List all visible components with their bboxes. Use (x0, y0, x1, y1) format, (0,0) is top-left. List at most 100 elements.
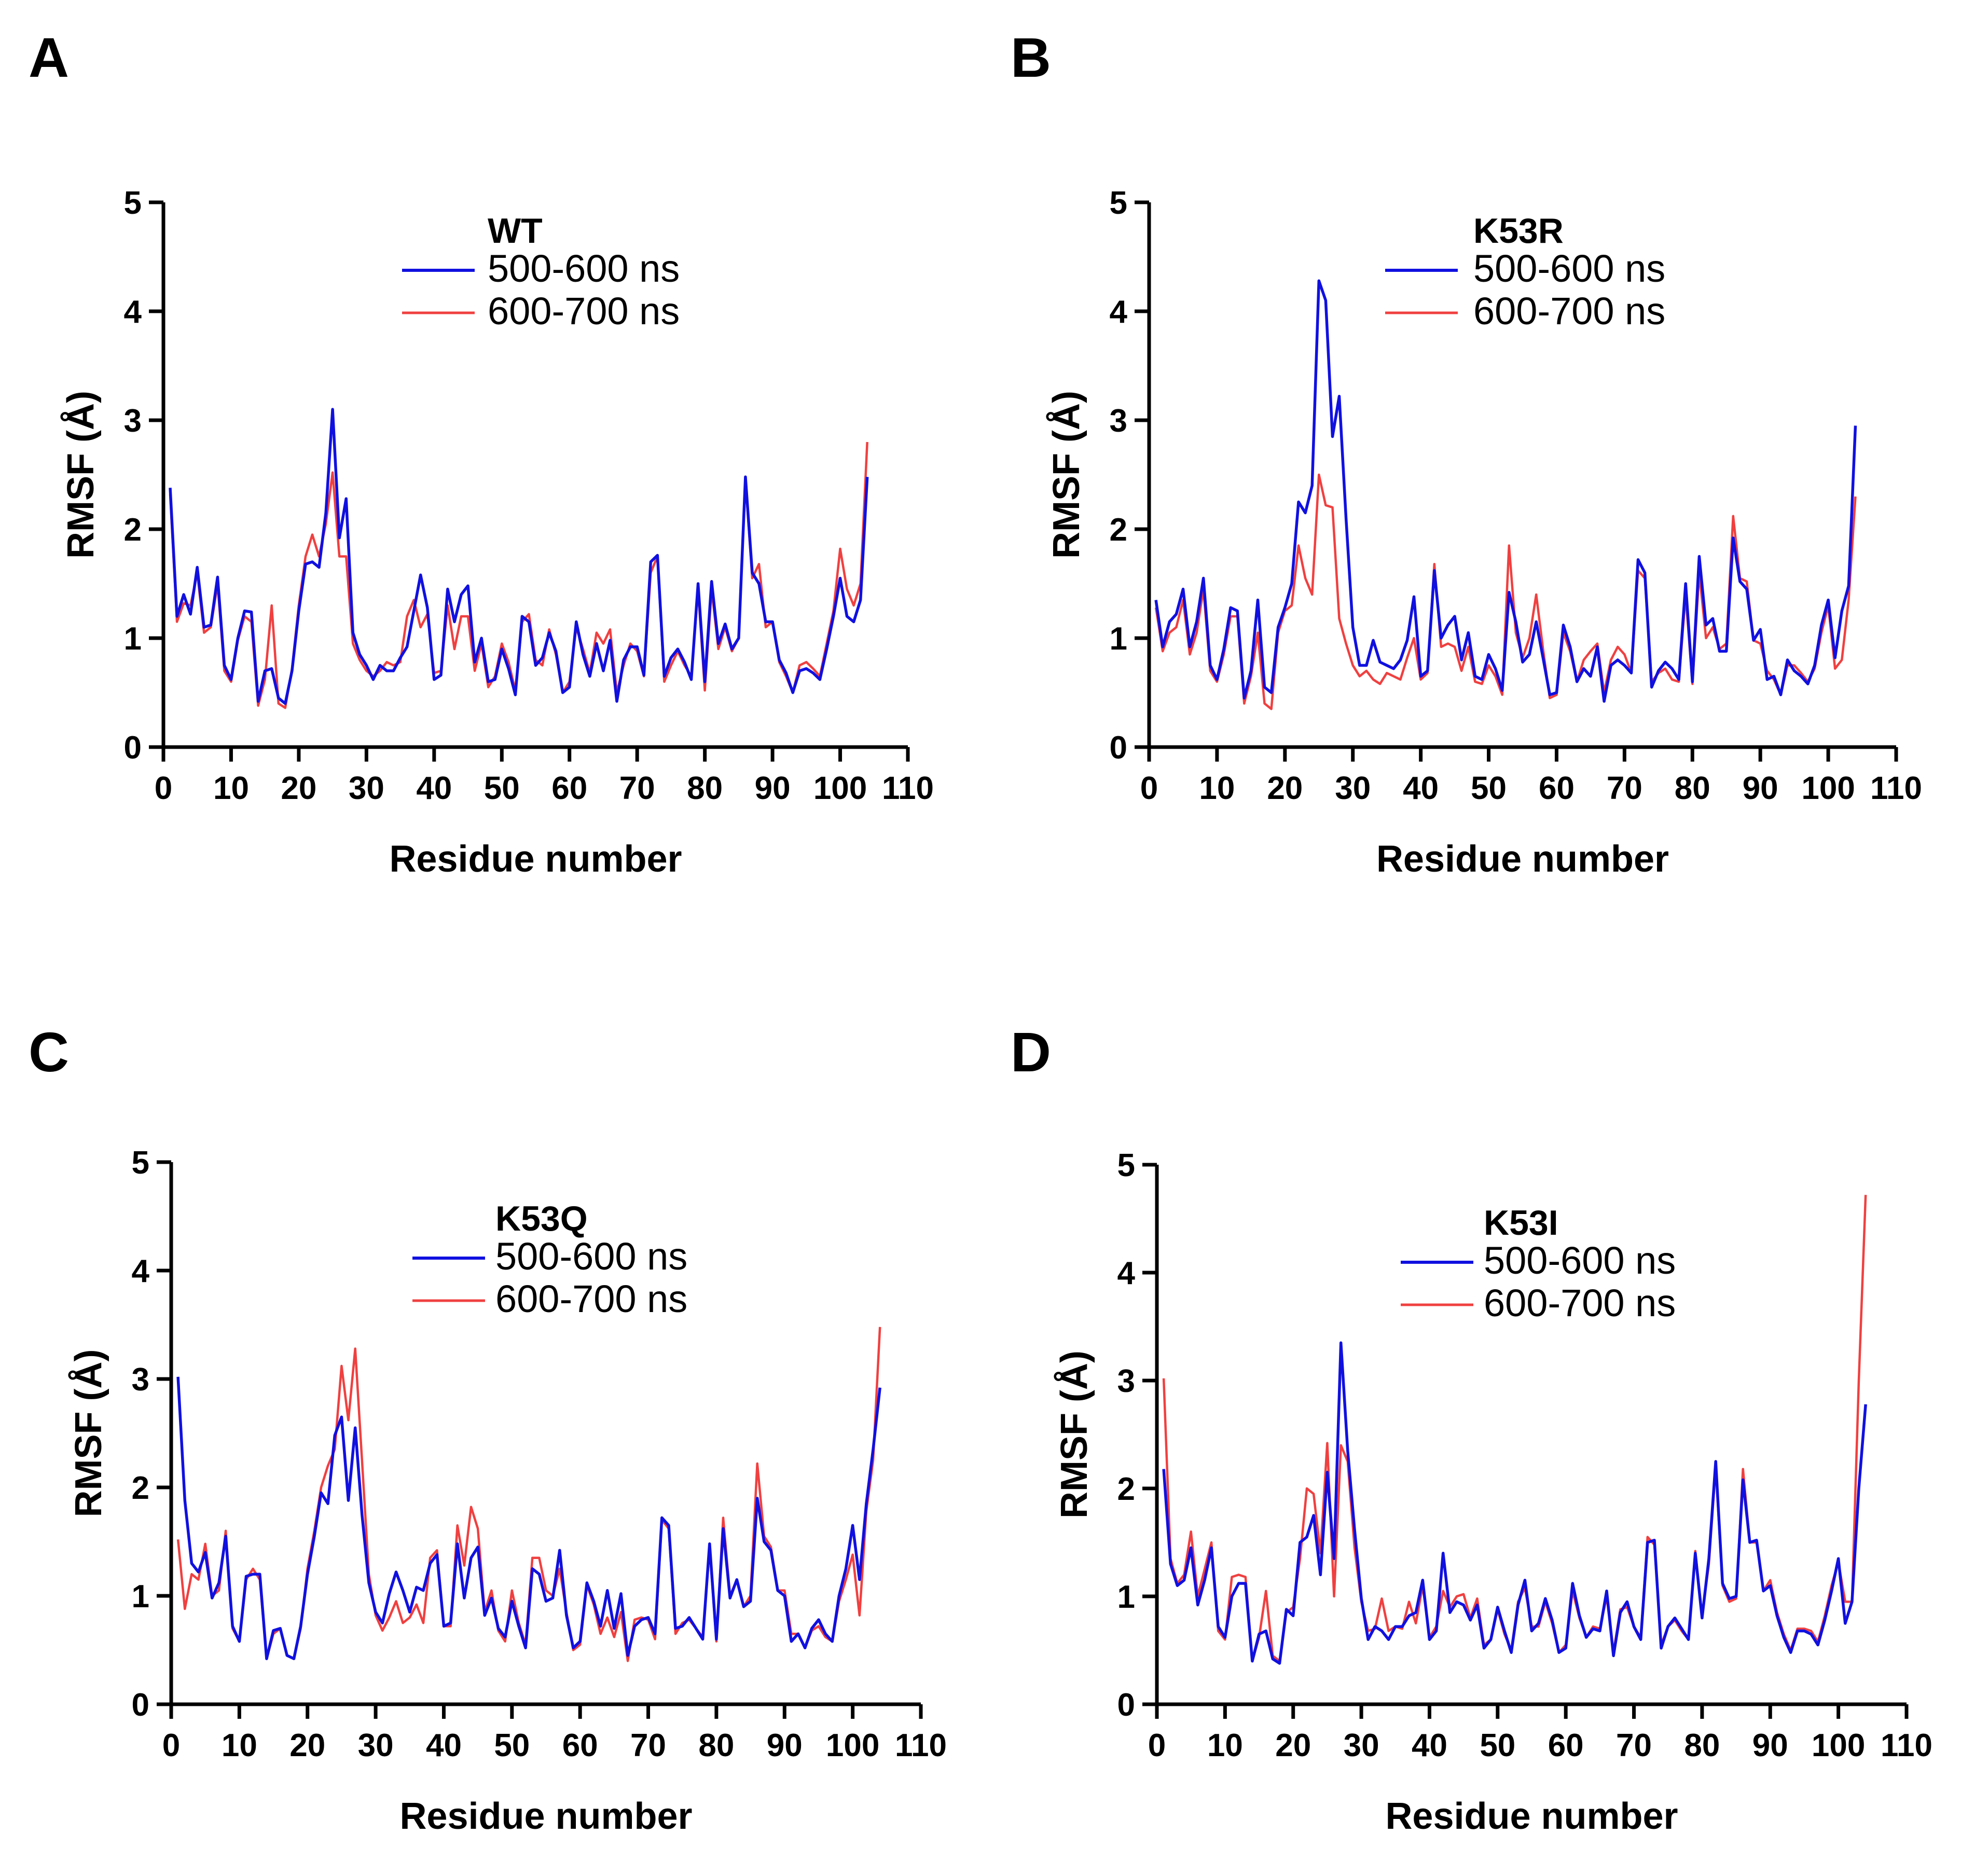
y-tick-label: 4 (1110, 294, 1128, 330)
y-tick-label: 5 (124, 185, 142, 221)
x-tick-label: 30 (1344, 1728, 1379, 1763)
x-tick-label: 80 (1684, 1728, 1720, 1763)
legend-label: 600-700 ns (488, 289, 680, 333)
x-tick-label: 40 (416, 770, 452, 806)
y-tick-label: 2 (1110, 512, 1127, 548)
x-tick-label: 20 (289, 1728, 325, 1763)
x-tick-label: 20 (281, 770, 316, 806)
x-tick-label: 60 (1539, 770, 1575, 806)
x-tick-label: 90 (767, 1728, 803, 1763)
x-tick-label: 50 (1480, 1728, 1515, 1763)
y-axis-title: RMSF (Å) (1046, 391, 1087, 559)
x-tick-label: 50 (1471, 770, 1507, 806)
y-tick-label: 4 (1117, 1256, 1136, 1291)
legend-label: 600-700 ns (495, 1277, 687, 1320)
x-tick-label: 70 (619, 770, 655, 806)
x-tick-label: 90 (755, 770, 791, 806)
series-line-blue (1162, 1341, 1867, 1665)
x-tick-label: 70 (1607, 770, 1642, 806)
panel-letter: C (29, 1020, 69, 1083)
y-tick-label: 1 (124, 621, 142, 657)
y-tick-label: 0 (1117, 1687, 1135, 1723)
y-tick-label: 3 (132, 1362, 149, 1398)
y-tick-label: 2 (124, 512, 142, 548)
x-tick-label: 60 (562, 1728, 598, 1763)
y-tick-label: 4 (124, 294, 142, 330)
y-tick-label: 0 (1110, 730, 1127, 766)
x-tick-label: 100 (1801, 770, 1855, 806)
legend-title: K53I (1484, 1203, 1558, 1243)
y-tick-label: 5 (132, 1145, 149, 1181)
x-tick-label: 30 (1335, 770, 1371, 806)
x-tick-label: 90 (1752, 1728, 1788, 1763)
x-tick-label: 40 (426, 1728, 462, 1763)
y-axis-title: RMSF (Å) (68, 1349, 109, 1518)
y-tick-label: 0 (124, 730, 142, 766)
series-line-blue (176, 1376, 881, 1660)
x-tick-label: 20 (1275, 1728, 1311, 1763)
y-tick-label: 3 (1110, 403, 1127, 439)
x-tick-label: 50 (484, 770, 520, 806)
x-tick-label: 100 (813, 770, 867, 806)
panel-letter: B (1011, 26, 1051, 89)
x-tick-label: 40 (1403, 770, 1439, 806)
legend-label: 500-600 ns (495, 1235, 687, 1278)
x-tick-label: 70 (1616, 1728, 1652, 1763)
x-tick-label: 80 (687, 770, 723, 806)
x-tick-label: 80 (698, 1728, 734, 1763)
x-tick-label: 0 (162, 1728, 180, 1763)
legend-label: 600-700 ns (1473, 289, 1665, 333)
y-axis-title: RMSF (Å) (60, 391, 102, 559)
legend-label: 600-700 ns (1484, 1281, 1676, 1325)
x-tick-label: 100 (826, 1728, 879, 1763)
legend-label: 500-600 ns (1473, 247, 1665, 290)
x-axis-title: Residue number (399, 1796, 692, 1837)
x-tick-label: 10 (222, 1728, 257, 1763)
x-tick-label: 110 (895, 1728, 947, 1763)
x-tick-label: 90 (1743, 770, 1778, 806)
x-tick-label: 0 (1140, 770, 1158, 806)
x-tick-label: 100 (1812, 1728, 1865, 1763)
x-tick-label: 60 (551, 770, 587, 806)
x-tick-label: 30 (358, 1728, 394, 1763)
x-tick-label: 30 (349, 770, 384, 806)
y-tick-label: 1 (1110, 621, 1127, 657)
y-tick-label: 4 (132, 1253, 150, 1289)
y-tick-label: 1 (132, 1579, 149, 1615)
x-tick-label: 110 (1870, 770, 1922, 806)
x-tick-label: 0 (1148, 1728, 1166, 1763)
y-tick-label: 5 (1110, 185, 1127, 221)
y-tick-label: 1 (1117, 1579, 1135, 1615)
y-tick-label: 2 (132, 1470, 149, 1506)
series-line-blue (1154, 279, 1857, 703)
legend-title: WT (488, 211, 543, 251)
x-tick-label: 50 (494, 1728, 530, 1763)
x-tick-label: 10 (213, 770, 249, 806)
legend-title: K53R (1473, 211, 1564, 251)
x-tick-label: 70 (630, 1728, 666, 1763)
x-tick-label: 0 (155, 770, 172, 806)
y-tick-label: 3 (124, 403, 142, 439)
legend-label: 500-600 ns (488, 247, 680, 290)
y-tick-label: 3 (1117, 1363, 1135, 1399)
panel-letter: D (1011, 1020, 1051, 1083)
y-tick-label: 5 (1117, 1148, 1135, 1183)
y-axis-title: RMSF (Å) (1054, 1350, 1095, 1519)
x-axis-title: Residue number (1376, 838, 1669, 880)
x-tick-label: 110 (1881, 1728, 1932, 1763)
x-tick-label: 80 (1675, 770, 1710, 806)
y-tick-label: 2 (1117, 1471, 1135, 1507)
series-line-blue (169, 408, 869, 705)
x-tick-label: 10 (1207, 1728, 1243, 1763)
x-axis-title: Residue number (1385, 1796, 1678, 1837)
x-tick-label: 20 (1267, 770, 1303, 806)
panel-letter: A (29, 26, 69, 89)
x-tick-label: 40 (1412, 1728, 1447, 1763)
x-tick-label: 110 (882, 770, 934, 806)
x-tick-label: 60 (1548, 1728, 1584, 1763)
